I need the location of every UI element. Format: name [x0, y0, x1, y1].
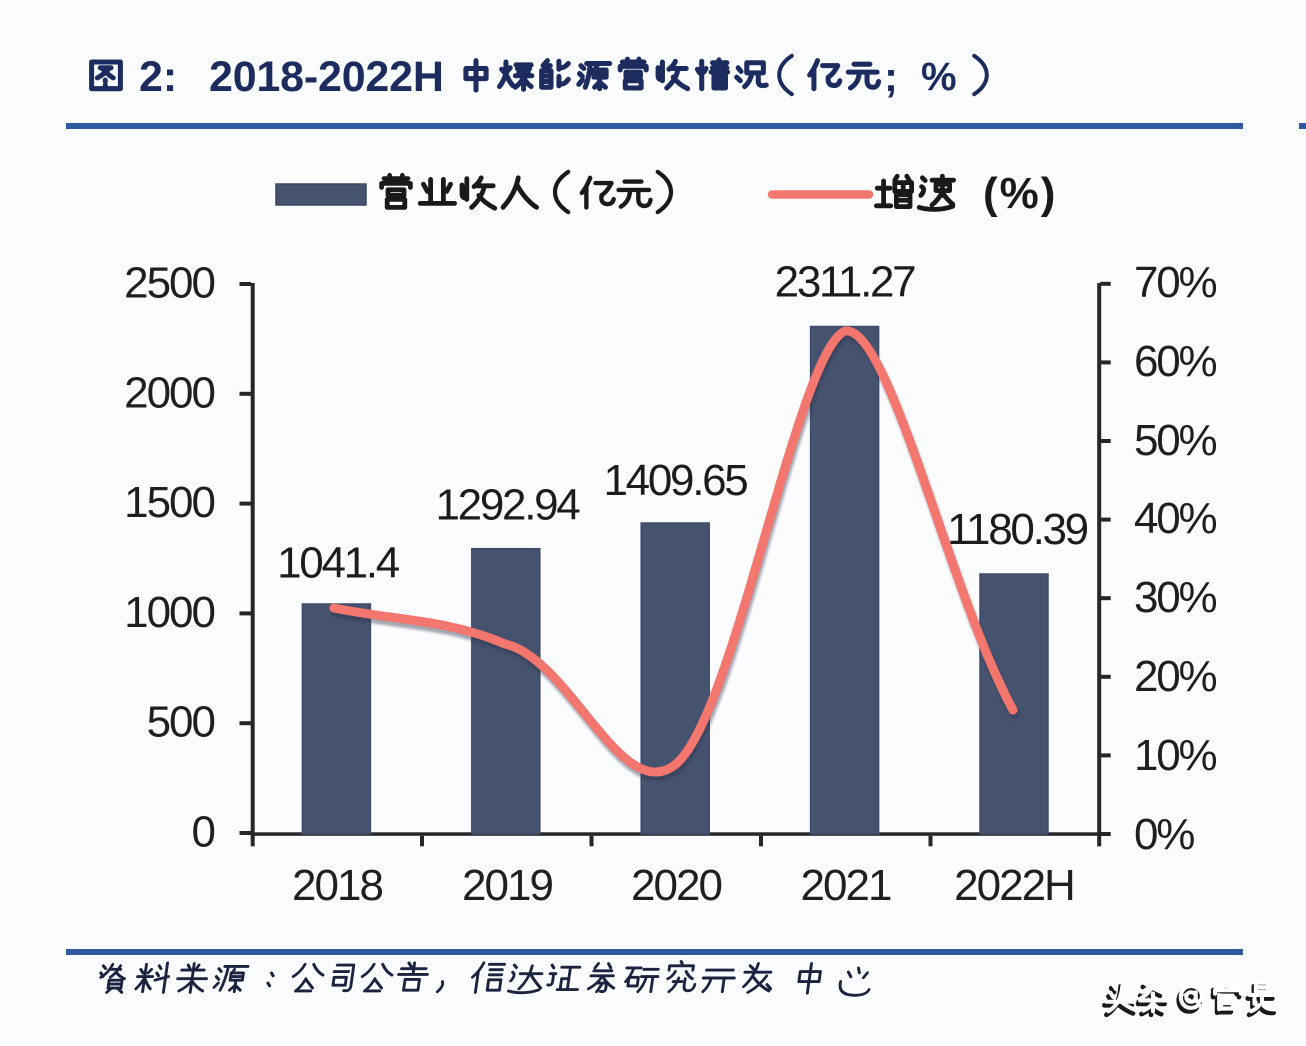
- svg-text:0: 0: [192, 808, 215, 857]
- svg-text:60%: 60%: [1134, 337, 1217, 386]
- svg-text:70%: 70%: [1134, 258, 1217, 307]
- svg-text:1500: 1500: [124, 478, 214, 527]
- svg-text:40%: 40%: [1134, 494, 1217, 543]
- svg-text:1409.65: 1409.65: [604, 456, 748, 505]
- svg-text:2500: 2500: [124, 259, 214, 308]
- svg-text:20%: 20%: [1134, 652, 1217, 701]
- svg-text:30%: 30%: [1134, 573, 1217, 622]
- svg-text:10%: 10%: [1134, 731, 1217, 780]
- svg-text:2019: 2019: [462, 861, 552, 910]
- svg-text:0%: 0%: [1134, 810, 1194, 859]
- svg-text:2021: 2021: [801, 861, 891, 910]
- svg-text:2018-2022H: 2018-2022H: [209, 53, 444, 101]
- svg-text:1180.39: 1180.39: [947, 505, 1088, 554]
- svg-text:2:: 2:: [139, 53, 177, 101]
- svg-text:2311.27: 2311.27: [775, 258, 916, 307]
- svg-text:2000: 2000: [124, 368, 214, 417]
- svg-text:2020: 2020: [631, 861, 721, 910]
- svg-text:500: 500: [147, 698, 215, 747]
- svg-text:50%: 50%: [1134, 416, 1217, 465]
- svg-text:;: ;: [884, 53, 898, 100]
- svg-text:2022H: 2022H: [954, 861, 1074, 910]
- svg-text:2018: 2018: [292, 861, 382, 910]
- svg-text:1000: 1000: [124, 588, 214, 637]
- svg-text:(%): (%): [983, 169, 1057, 218]
- svg-text:1041.4: 1041.4: [277, 539, 400, 588]
- svg-text:1292.94: 1292.94: [436, 481, 581, 530]
- svg-text:%: %: [921, 55, 957, 99]
